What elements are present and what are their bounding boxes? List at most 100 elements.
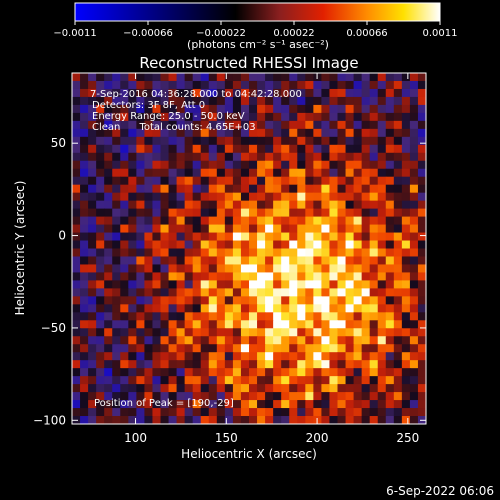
heatmap-cell — [337, 280, 347, 289]
heatmap-cell — [337, 248, 347, 258]
heatmap-cell — [337, 272, 347, 282]
heatmap-cell — [353, 184, 363, 194]
heatmap-cell — [337, 408, 347, 417]
heatmap-cell — [200, 88, 210, 98]
heatmap-cell — [297, 144, 306, 154]
heatmap-cell — [136, 320, 146, 329]
heatmap-cell — [385, 168, 395, 178]
heatmap-cell — [401, 240, 411, 250]
heatmap-cell — [88, 384, 97, 393]
heatmap-cell — [176, 336, 186, 345]
heatmap-cell — [184, 184, 194, 194]
heatmap-cell — [249, 160, 258, 170]
heatmap-cell — [353, 384, 363, 393]
heatmap-cell — [72, 248, 81, 258]
heatmap-cell — [160, 296, 170, 305]
heatmap-cell — [144, 80, 154, 90]
heatmap-cell — [297, 176, 306, 186]
heatmap-cell — [361, 280, 371, 289]
heatmap-cell — [313, 176, 323, 186]
heatmap-cell — [192, 408, 202, 417]
heatmap-cell — [353, 392, 363, 401]
heatmap-cell — [128, 144, 137, 154]
heatmap-cell — [96, 328, 105, 337]
heatmap-cell — [144, 73, 154, 82]
heatmap-cell — [224, 304, 234, 313]
heatmap-cell — [96, 304, 105, 313]
heatmap-cell — [313, 224, 323, 234]
heatmap-cell — [377, 88, 387, 98]
heatmap-cell — [345, 136, 355, 146]
heatmap-cell — [72, 264, 81, 274]
heatmap-cell — [176, 216, 186, 226]
heatmap-cell — [128, 416, 137, 424]
heatmap-cell — [401, 248, 411, 258]
heatmap-cell — [208, 160, 218, 170]
heatmap-cell — [104, 184, 113, 194]
heatmap-cell — [361, 160, 371, 170]
heatmap-cell — [289, 80, 298, 90]
heatmap-cell — [321, 144, 331, 154]
heatmap-cell — [297, 120, 306, 130]
heatmap-cell — [345, 352, 355, 361]
heatmap-cell — [192, 304, 202, 313]
heatmap-cell — [289, 408, 298, 417]
heatmap-cell — [216, 144, 226, 154]
heatmap-cell — [104, 416, 113, 424]
heatmap-cell — [224, 248, 234, 258]
heatmap-cell — [72, 400, 81, 409]
heatmap-cell — [232, 73, 242, 82]
heatmap-cell — [401, 216, 411, 226]
heatmap-cell — [104, 112, 113, 122]
heatmap-cell — [208, 224, 218, 234]
heatmap-cell — [417, 73, 426, 82]
heatmap-cell — [273, 73, 282, 82]
heatmap-cell — [144, 280, 154, 289]
heatmap-cell — [144, 248, 154, 258]
heatmap-cell — [409, 73, 419, 82]
heatmap-cell — [345, 336, 355, 345]
heatmap-cell — [409, 128, 419, 138]
heatmap-cell — [249, 176, 258, 186]
heatmap-cell — [200, 240, 210, 250]
heatmap-cell — [224, 88, 234, 98]
heatmap-cell — [88, 112, 97, 122]
colorbar-tick-label: 0.00066 — [346, 28, 387, 39]
heatmap-cell — [321, 392, 331, 401]
heatmap-cell — [160, 144, 170, 154]
heatmap-cell — [224, 200, 234, 210]
heatmap-cell — [104, 104, 113, 114]
heatmap-cell — [240, 328, 250, 337]
heatmap-cell — [80, 272, 89, 282]
heatmap-cell — [305, 328, 314, 337]
heatmap-cell — [337, 144, 347, 154]
heatmap-cell — [249, 232, 258, 242]
heatmap-cell — [361, 392, 371, 401]
heatmap-cell — [265, 128, 274, 138]
heatmap-cell — [417, 136, 426, 146]
heatmap-cell — [80, 416, 89, 424]
heatmap-cell — [337, 360, 347, 369]
heatmap-cell — [297, 160, 306, 170]
heatmap-cell — [297, 264, 306, 274]
heatmap-cell — [208, 120, 218, 130]
heatmap-cell — [257, 256, 266, 266]
heatmap-cell — [240, 168, 250, 178]
heatmap-cell — [281, 296, 290, 305]
heatmap-cell — [160, 272, 170, 282]
heatmap-cell — [128, 264, 137, 274]
heatmap-cell — [112, 120, 121, 130]
heatmap-cell — [393, 104, 403, 114]
heatmap-cell — [128, 312, 137, 321]
heatmap-cell — [112, 88, 121, 98]
heatmap-cell — [224, 344, 234, 353]
heatmap-cell — [401, 320, 411, 329]
heatmap-cell — [168, 120, 178, 130]
heatmap-cell — [281, 80, 290, 90]
heatmap-cell — [80, 128, 89, 138]
heatmap-cell — [200, 272, 210, 282]
heatmap-cell — [289, 264, 298, 274]
heatmap-cell — [192, 312, 202, 321]
heatmap-cell — [208, 280, 218, 289]
heatmap-cell — [184, 392, 194, 401]
